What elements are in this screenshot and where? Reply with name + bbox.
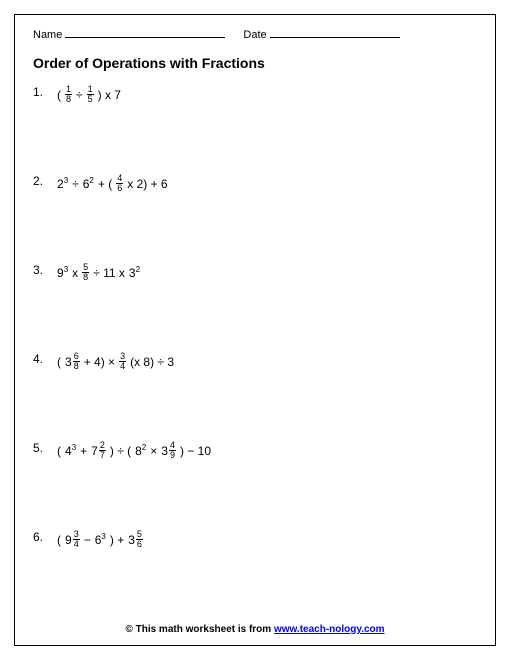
problem-row: 5.(43 + 727 ) ÷ ( 82 × 349 ) − 10 <box>33 441 477 460</box>
problem-number: 3. <box>33 263 57 282</box>
problem-expression: (368 + 4) × 34 (x 8) ÷ 3 <box>57 352 174 371</box>
expr-text: ) − 10 <box>180 444 211 458</box>
footer-text: © This math worksheet is from <box>125 624 274 635</box>
name-blank[interactable] <box>65 27 225 38</box>
power: 32 <box>129 265 140 280</box>
power: 43 <box>65 443 76 458</box>
problem-number: 1. <box>33 85 57 104</box>
power: 23 <box>57 176 68 191</box>
expr-text: ) x 7 <box>98 88 121 102</box>
date-label: Date <box>243 29 266 41</box>
expr-text: ÷ <box>76 88 83 102</box>
expr-text: ÷ <box>72 177 79 191</box>
problem-row: 1.(18 ÷ 15 ) x 7 <box>33 85 477 104</box>
problem-expression: 93 x 58 ÷ 11 x 32 <box>57 263 140 282</box>
power: 62 <box>83 176 94 191</box>
expr-text: ) ÷ ( <box>110 444 131 458</box>
expr-text: × <box>150 444 157 458</box>
expr-text: + ( <box>98 177 112 191</box>
worksheet-page: Name Date Order of Operations with Fract… <box>14 14 496 646</box>
expr-text: ( <box>57 355 61 369</box>
problem-expression: (934 − 63 ) + 356 <box>57 530 143 549</box>
expr-text: ) + <box>110 533 124 547</box>
problem-number: 2. <box>33 174 57 193</box>
fraction: 34 <box>119 352 126 371</box>
footer: © This math worksheet is from www.teach-… <box>15 624 495 635</box>
expr-text: − <box>84 533 91 547</box>
name-label: Name <box>33 29 62 41</box>
power: 93 <box>57 265 68 280</box>
problem-expression: (18 ÷ 15 ) x 7 <box>57 85 121 104</box>
expr-text: ( <box>57 444 61 458</box>
power: 82 <box>135 443 146 458</box>
problem-number: 6. <box>33 530 57 549</box>
fraction: 46 <box>116 174 123 193</box>
fraction: 15 <box>87 85 94 104</box>
problem-number: 4. <box>33 352 57 371</box>
expr-text: x <box>72 266 78 280</box>
expr-text: + <box>80 444 87 458</box>
mixed-number: 349 <box>161 441 176 460</box>
mixed-number: 934 <box>65 530 80 549</box>
worksheet-title: Order of Operations with Fractions <box>33 55 477 71</box>
power: 63 <box>95 532 106 547</box>
problem-row: 6.(934 − 63 ) + 356 <box>33 530 477 549</box>
date-blank[interactable] <box>270 27 400 38</box>
problem-row: 3.93 x 58 ÷ 11 x 32 <box>33 263 477 282</box>
mixed-number: 727 <box>91 441 106 460</box>
expr-text: + 4) × <box>84 355 115 369</box>
fraction: 58 <box>82 263 89 282</box>
problem-row: 4.(368 + 4) × 34 (x 8) ÷ 3 <box>33 352 477 371</box>
problem-expression: 23 ÷ 62 + ( 46 x 2) + 6 <box>57 174 168 193</box>
footer-link[interactable]: www.teach-nology.com <box>274 624 385 635</box>
expr-text: ( <box>57 88 61 102</box>
mixed-number: 356 <box>128 530 143 549</box>
problem-number: 5. <box>33 441 57 460</box>
expr-text: x 2) + 6 <box>127 177 167 191</box>
name-field: Name <box>33 27 225 41</box>
expr-text: ÷ 11 x <box>93 266 125 280</box>
problem-list: 1.(18 ÷ 15) x 72.23 ÷ 62 + ( 46x 2) + 63… <box>33 85 477 549</box>
expr-text: ( <box>57 533 61 547</box>
problem-row: 2.23 ÷ 62 + ( 46 x 2) + 6 <box>33 174 477 193</box>
fraction: 18 <box>65 85 72 104</box>
mixed-number: 368 <box>65 352 80 371</box>
header-row: Name Date <box>33 27 477 41</box>
problem-expression: (43 + 727 ) ÷ ( 82 × 349 ) − 10 <box>57 441 211 460</box>
expr-text: (x 8) ÷ 3 <box>130 355 174 369</box>
date-field: Date <box>243 27 399 41</box>
